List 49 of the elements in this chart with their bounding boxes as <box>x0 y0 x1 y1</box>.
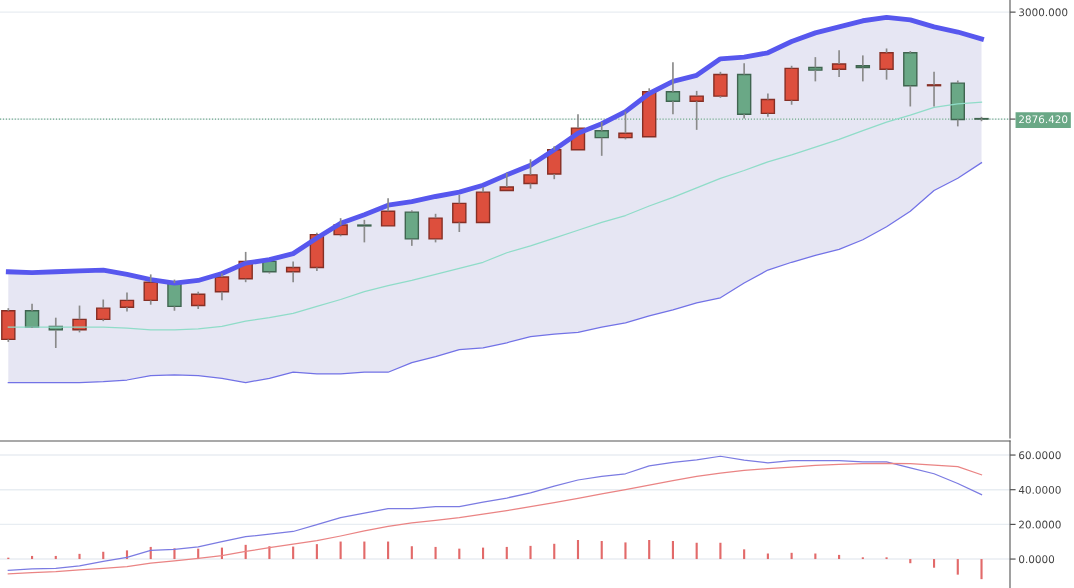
bar <box>315 544 318 560</box>
y-tick-label: 60.0000 <box>1019 451 1061 460</box>
candlestick <box>404 209 420 247</box>
bar <box>743 549 746 560</box>
bar <box>624 542 627 560</box>
candlestick <box>594 121 609 157</box>
candlestick <box>452 193 467 233</box>
y-tick-label: 20.0000 <box>1019 520 1061 529</box>
bar <box>505 546 508 560</box>
candlestick <box>143 273 158 306</box>
candlestick <box>1 307 16 343</box>
bar <box>719 542 722 560</box>
bar <box>600 541 603 560</box>
candlestick <box>24 302 40 328</box>
candlestick <box>689 90 704 131</box>
bar <box>553 543 556 560</box>
y-tick-label: 3000.000 <box>1019 8 1068 17</box>
bar <box>410 546 413 560</box>
line-series <box>7 162 983 384</box>
candlestick <box>190 290 206 310</box>
candlestick <box>119 291 135 313</box>
bar <box>529 545 532 560</box>
bar <box>481 547 485 560</box>
bar <box>339 541 342 560</box>
y-tick-label: 2876.420 <box>1019 115 1068 124</box>
candlestick <box>760 92 776 118</box>
candlestick <box>96 298 111 322</box>
bar <box>173 548 176 560</box>
line-series <box>7 101 983 331</box>
candlestick <box>855 54 871 83</box>
candlestick <box>831 49 847 78</box>
bar <box>648 539 651 560</box>
y-tick-label: 40.0000 <box>1018 485 1061 494</box>
bar <box>363 541 366 560</box>
bar <box>790 552 793 560</box>
bar <box>387 541 390 560</box>
bar <box>78 553 81 560</box>
bar <box>980 559 983 580</box>
candlestick <box>665 61 681 116</box>
bar <box>671 541 675 560</box>
bar <box>932 559 936 568</box>
y-tick-label: 0.0000 <box>1019 555 1055 564</box>
bar <box>458 548 461 560</box>
candlestick <box>903 50 918 108</box>
bar <box>695 542 698 560</box>
bar <box>956 559 959 575</box>
bar <box>434 546 437 560</box>
candlestick <box>214 272 230 302</box>
bar <box>576 539 580 560</box>
